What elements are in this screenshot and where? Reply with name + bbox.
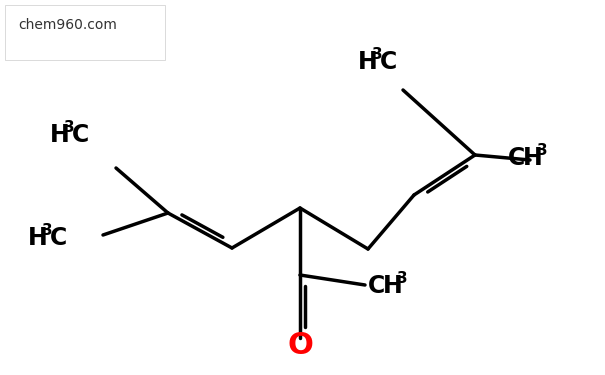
Bar	[5, 5, 165, 60]
Text: 3: 3	[537, 143, 548, 158]
Text: H: H	[28, 226, 48, 250]
Text: C: C	[50, 226, 67, 250]
Text: C: C	[72, 123, 90, 147]
Text: H: H	[50, 123, 70, 147]
Text: H: H	[523, 146, 543, 170]
Text: 3: 3	[372, 47, 382, 62]
Text: O: O	[287, 330, 313, 360]
Text: C: C	[508, 146, 525, 170]
Text: 3: 3	[64, 120, 74, 135]
Text: H: H	[358, 50, 378, 74]
Text: 3: 3	[42, 223, 53, 238]
Text: chem960.com: chem960.com	[18, 18, 117, 32]
Text: C: C	[380, 50, 397, 74]
Text: 3: 3	[397, 271, 408, 286]
Text: C: C	[368, 274, 385, 298]
Text: H: H	[383, 274, 403, 298]
